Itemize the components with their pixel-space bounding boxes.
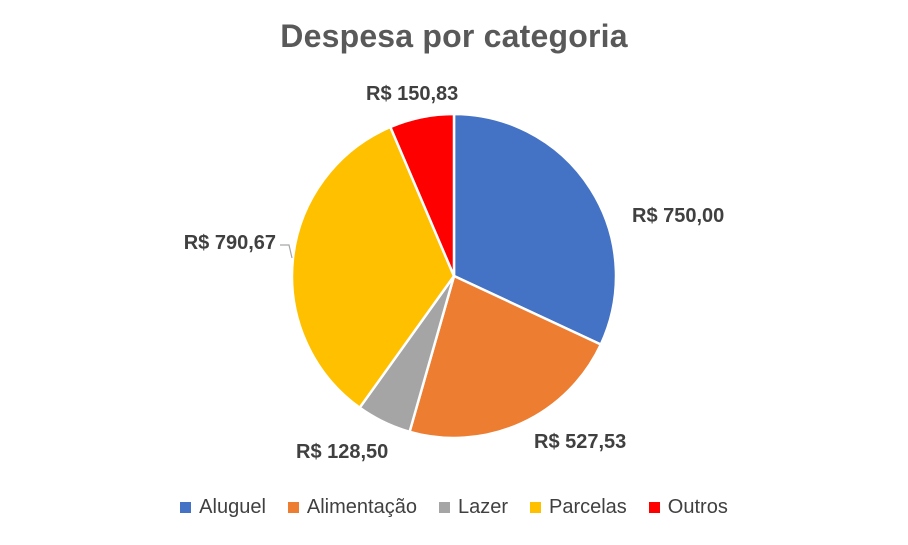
- data-label: R$ 750,00: [632, 205, 724, 227]
- legend-swatch: [287, 502, 299, 513]
- pie-slice-outros: [389, 112, 456, 278]
- legend: Aluguel Alimentação Lazer Parcelas Outros: [0, 496, 908, 519]
- data-label: R$ 790,67: [184, 232, 276, 254]
- legend-label: Lazer: [457, 496, 508, 518]
- legend-label: Alimentação: [306, 496, 417, 518]
- leader-line-parcelas: [280, 244, 293, 259]
- pie-slices: [290, 112, 618, 440]
- legend-label: Outros: [667, 496, 728, 518]
- data-label: R$ 128,50: [296, 441, 388, 463]
- legend-item: Aluguel: [180, 496, 266, 519]
- legend-swatch: [529, 502, 541, 513]
- pie-slice-alimenta-o: [408, 274, 603, 440]
- legend-item: Parcelas: [529, 496, 627, 519]
- legend-label: Aluguel: [199, 496, 266, 518]
- legend-item: Alimentação: [287, 496, 417, 519]
- pie-slice-parcelas: [290, 125, 456, 409]
- legend-swatch: [180, 502, 192, 513]
- legend-item: Lazer: [438, 496, 508, 519]
- data-labels: R$ 750,00 R$ 527,53 R$ 128,50 R$ 790,67 R$ 1…: [184, 83, 725, 463]
- data-label: R$ 527,53: [534, 431, 626, 453]
- legend-item: Outros: [648, 496, 728, 519]
- data-label: R$ 150,83: [366, 83, 458, 105]
- legend-swatch: [438, 502, 450, 513]
- chart-title: Despesa por categoria: [280, 18, 628, 54]
- leader-lines: [280, 244, 293, 259]
- legend-label: Parcelas: [548, 496, 627, 518]
- legend-swatch: [648, 502, 660, 513]
- pie-slice-aluguel: [452, 112, 618, 346]
